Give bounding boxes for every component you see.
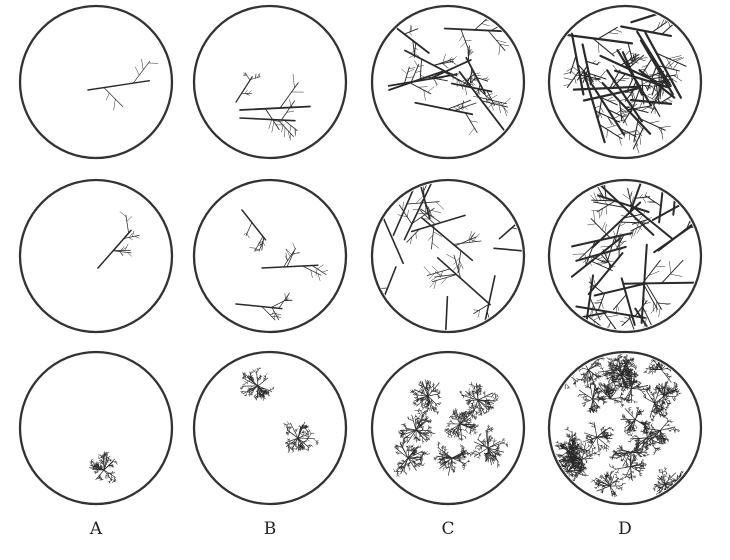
petri-dish-r2-c — [370, 178, 526, 334]
petri-dish-r3-a — [18, 350, 174, 506]
hyphae-growth — [563, 8, 699, 154]
petri-dish-rim — [370, 350, 526, 506]
petri-dish-rim — [192, 350, 348, 506]
petri-dish-r1-b — [192, 4, 348, 160]
petri-dish-r1-c — [370, 4, 526, 160]
column-label-c: C — [441, 519, 455, 539]
column-label-d: D — [618, 519, 632, 539]
petri-dish-r3-b — [192, 350, 348, 506]
hyphae-growth — [87, 58, 159, 111]
petri-dish-rim — [18, 4, 174, 160]
column-label-a: A — [89, 519, 103, 539]
petri-dish-r2-a — [18, 178, 174, 334]
hyphae-growth — [89, 451, 118, 484]
petri-dish-rim — [192, 4, 348, 160]
petri-dish-rim — [370, 178, 526, 334]
petri-dish-rim — [192, 178, 348, 334]
petri-dish-rim — [547, 4, 703, 160]
petri-dish-r3-d — [547, 350, 703, 506]
petri-dish-r2-d — [547, 178, 703, 334]
petri-dish-r2-b — [192, 178, 348, 334]
hyphae-growth — [374, 182, 522, 330]
petri-dish-rim — [18, 178, 174, 334]
column-label-b: B — [263, 519, 277, 539]
petri-dish-r3-c — [370, 350, 526, 506]
petri-dish-rim — [370, 4, 526, 160]
hyphae-growth — [235, 72, 311, 141]
petri-dish-rim — [547, 178, 703, 334]
hyphae-growth — [393, 379, 509, 477]
hyphae-growth — [97, 211, 140, 269]
petri-dish-r1-d — [547, 4, 703, 160]
hyphae-growth — [551, 182, 699, 330]
hyphae-growth — [239, 367, 320, 454]
petri-dish-rim — [547, 350, 703, 506]
hyphae-growth — [387, 14, 517, 136]
petri-dish-r1-a — [18, 4, 174, 160]
hyphae-growth — [235, 209, 329, 321]
petri-dish-rim — [18, 350, 174, 506]
